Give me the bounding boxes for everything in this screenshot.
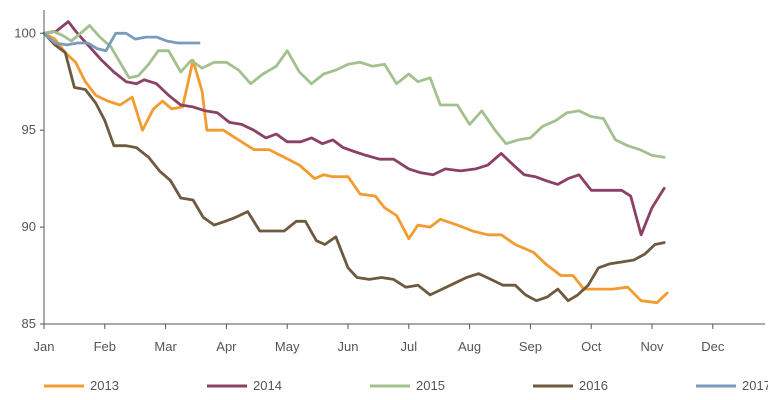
x-tick-label: Jan bbox=[34, 339, 55, 354]
legend-item-2015: 2015 bbox=[370, 378, 445, 393]
x-tick-label: Sep bbox=[519, 339, 542, 354]
y-tick-label: 90 bbox=[22, 219, 36, 234]
axes: 85 90 95 100 Jan Feb Mar Apr May Jun Jul Aug Sep Oct N… bbox=[14, 10, 765, 354]
series-line-2016 bbox=[42, 31, 666, 303]
legend-item-2016: 2016 bbox=[533, 378, 608, 393]
x-tick-label: Apr bbox=[216, 339, 237, 354]
legend: 2013 2014 2015 2016 2017 bbox=[44, 378, 768, 393]
x-tick-label: Aug bbox=[458, 339, 481, 354]
x-tick-label: Mar bbox=[154, 339, 177, 354]
x-tick-label: Oct bbox=[581, 339, 602, 354]
legend-item-2013: 2013 bbox=[44, 378, 119, 393]
series-line-2014 bbox=[42, 20, 666, 237]
x-tick-label: Jul bbox=[400, 339, 417, 354]
x-tick-label: Jun bbox=[338, 339, 359, 354]
legend-item-2017: 2017 bbox=[696, 378, 768, 393]
x-tick-label: Feb bbox=[94, 339, 116, 354]
legend-item-2014: 2014 bbox=[207, 378, 282, 393]
series-lines bbox=[42, 20, 669, 305]
y-tick-label: 85 bbox=[22, 316, 36, 331]
legend-label: 2017 bbox=[742, 378, 768, 393]
series-line-2017 bbox=[42, 31, 201, 53]
series-line-2013 bbox=[42, 31, 669, 305]
legend-label: 2015 bbox=[416, 378, 445, 393]
x-tick-label: May bbox=[275, 339, 300, 354]
y-tick-label: 95 bbox=[22, 122, 36, 137]
legend-label: 2013 bbox=[90, 378, 119, 393]
series-line-2015 bbox=[42, 24, 666, 159]
x-tick-label: Dec bbox=[701, 339, 725, 354]
legend-label: 2016 bbox=[579, 378, 608, 393]
x-tick-label: Nov bbox=[640, 339, 664, 354]
legend-label: 2014 bbox=[253, 378, 282, 393]
y-tick-label: 100 bbox=[14, 25, 36, 40]
